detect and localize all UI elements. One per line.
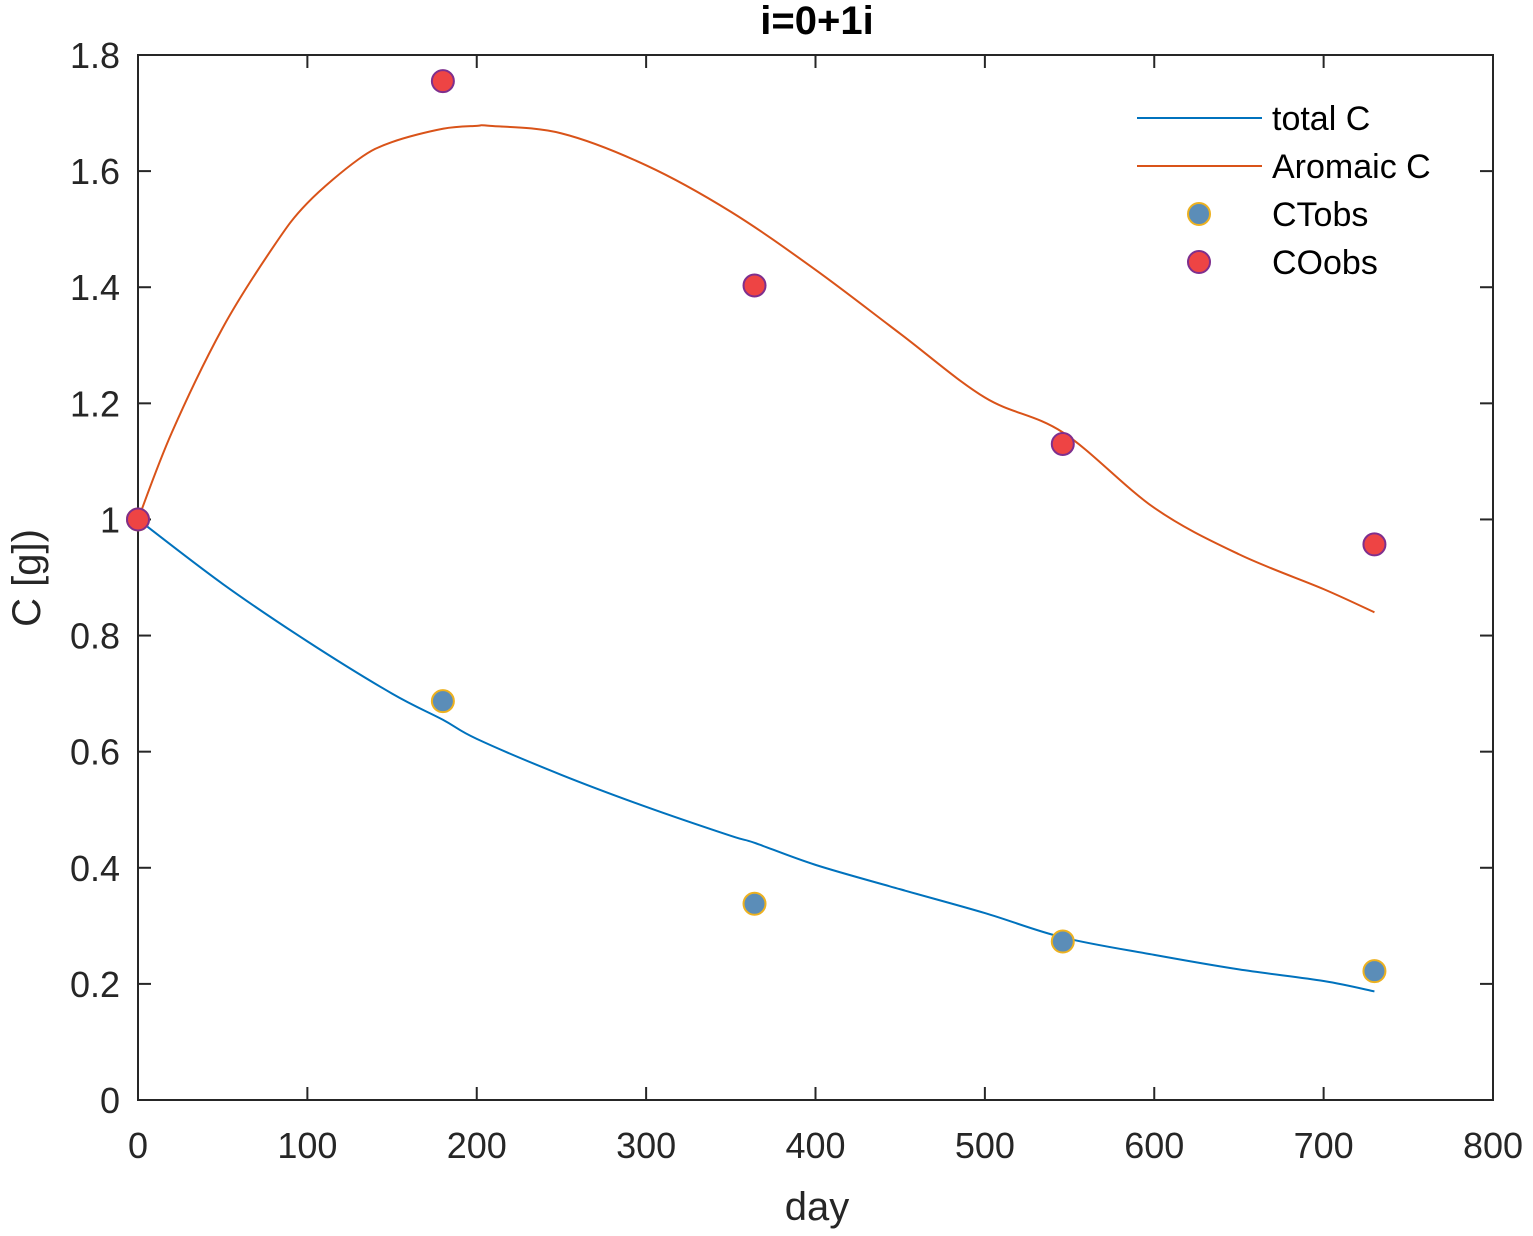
y-tick-label: 0.8 [70,616,120,657]
y-tick-label: 0 [100,1080,120,1121]
y-tick-label: 1.8 [70,35,120,76]
x-tick-label: 800 [1463,1125,1523,1166]
series-line-aromaic-c [137,124,1375,614]
y-tick-label: 0.2 [70,964,120,1005]
legend-label-ctobs: CTobs [1272,196,1368,234]
y-tick-label: 1.2 [70,383,120,424]
x-tick-label: 0 [128,1125,148,1166]
legend: total C Aromaic C CTobs COobs [1137,100,1431,282]
plot-area [137,54,1494,1101]
series-line-total-c [137,518,1375,993]
y-tick-label: 1.4 [70,267,120,308]
point-ctobs [1362,959,1387,984]
point-coobs [742,273,767,298]
point-ctobs [430,689,455,714]
legend-label-total-c: total C [1272,100,1370,138]
point-coobs [430,69,455,94]
legend-swatch-coobs [1187,250,1211,274]
legend-swatch-ctobs [1187,202,1211,226]
x-tick-label: 100 [277,1125,337,1166]
axis-tick-labels: 0 100 200 300 400 500 600 700 800 0 0.2 0.4 0.6 0.8 1 1… [70,35,1523,1166]
point-coobs [1050,431,1075,456]
x-tick-label: 300 [616,1125,676,1166]
series-layer [126,69,1387,993]
point-coobs [1362,532,1387,557]
point-ctobs [742,891,767,916]
x-tick-label: 500 [955,1125,1015,1166]
chart-title: i=0+1i [760,0,873,43]
y-axis-label: C [g]) [5,529,49,627]
x-tick-label: 200 [447,1125,507,1166]
x-tick-label: 400 [785,1125,845,1166]
x-tick-label: 600 [1124,1125,1184,1166]
point-ctobs [1050,929,1075,954]
legend-label-aromaic-c: Aromaic C [1272,148,1431,186]
x-axis-label: day [785,1185,850,1229]
y-tick-label: 0.4 [70,848,120,889]
y-tick-label: 1 [100,499,120,540]
legend-label-coobs: COobs [1272,244,1378,282]
x-tick-label: 700 [1294,1125,1354,1166]
y-tick-label: 1.6 [70,151,120,192]
axis-ticks [137,54,1494,1101]
y-tick-label: 0.6 [70,732,120,773]
point-coobs [126,507,150,532]
